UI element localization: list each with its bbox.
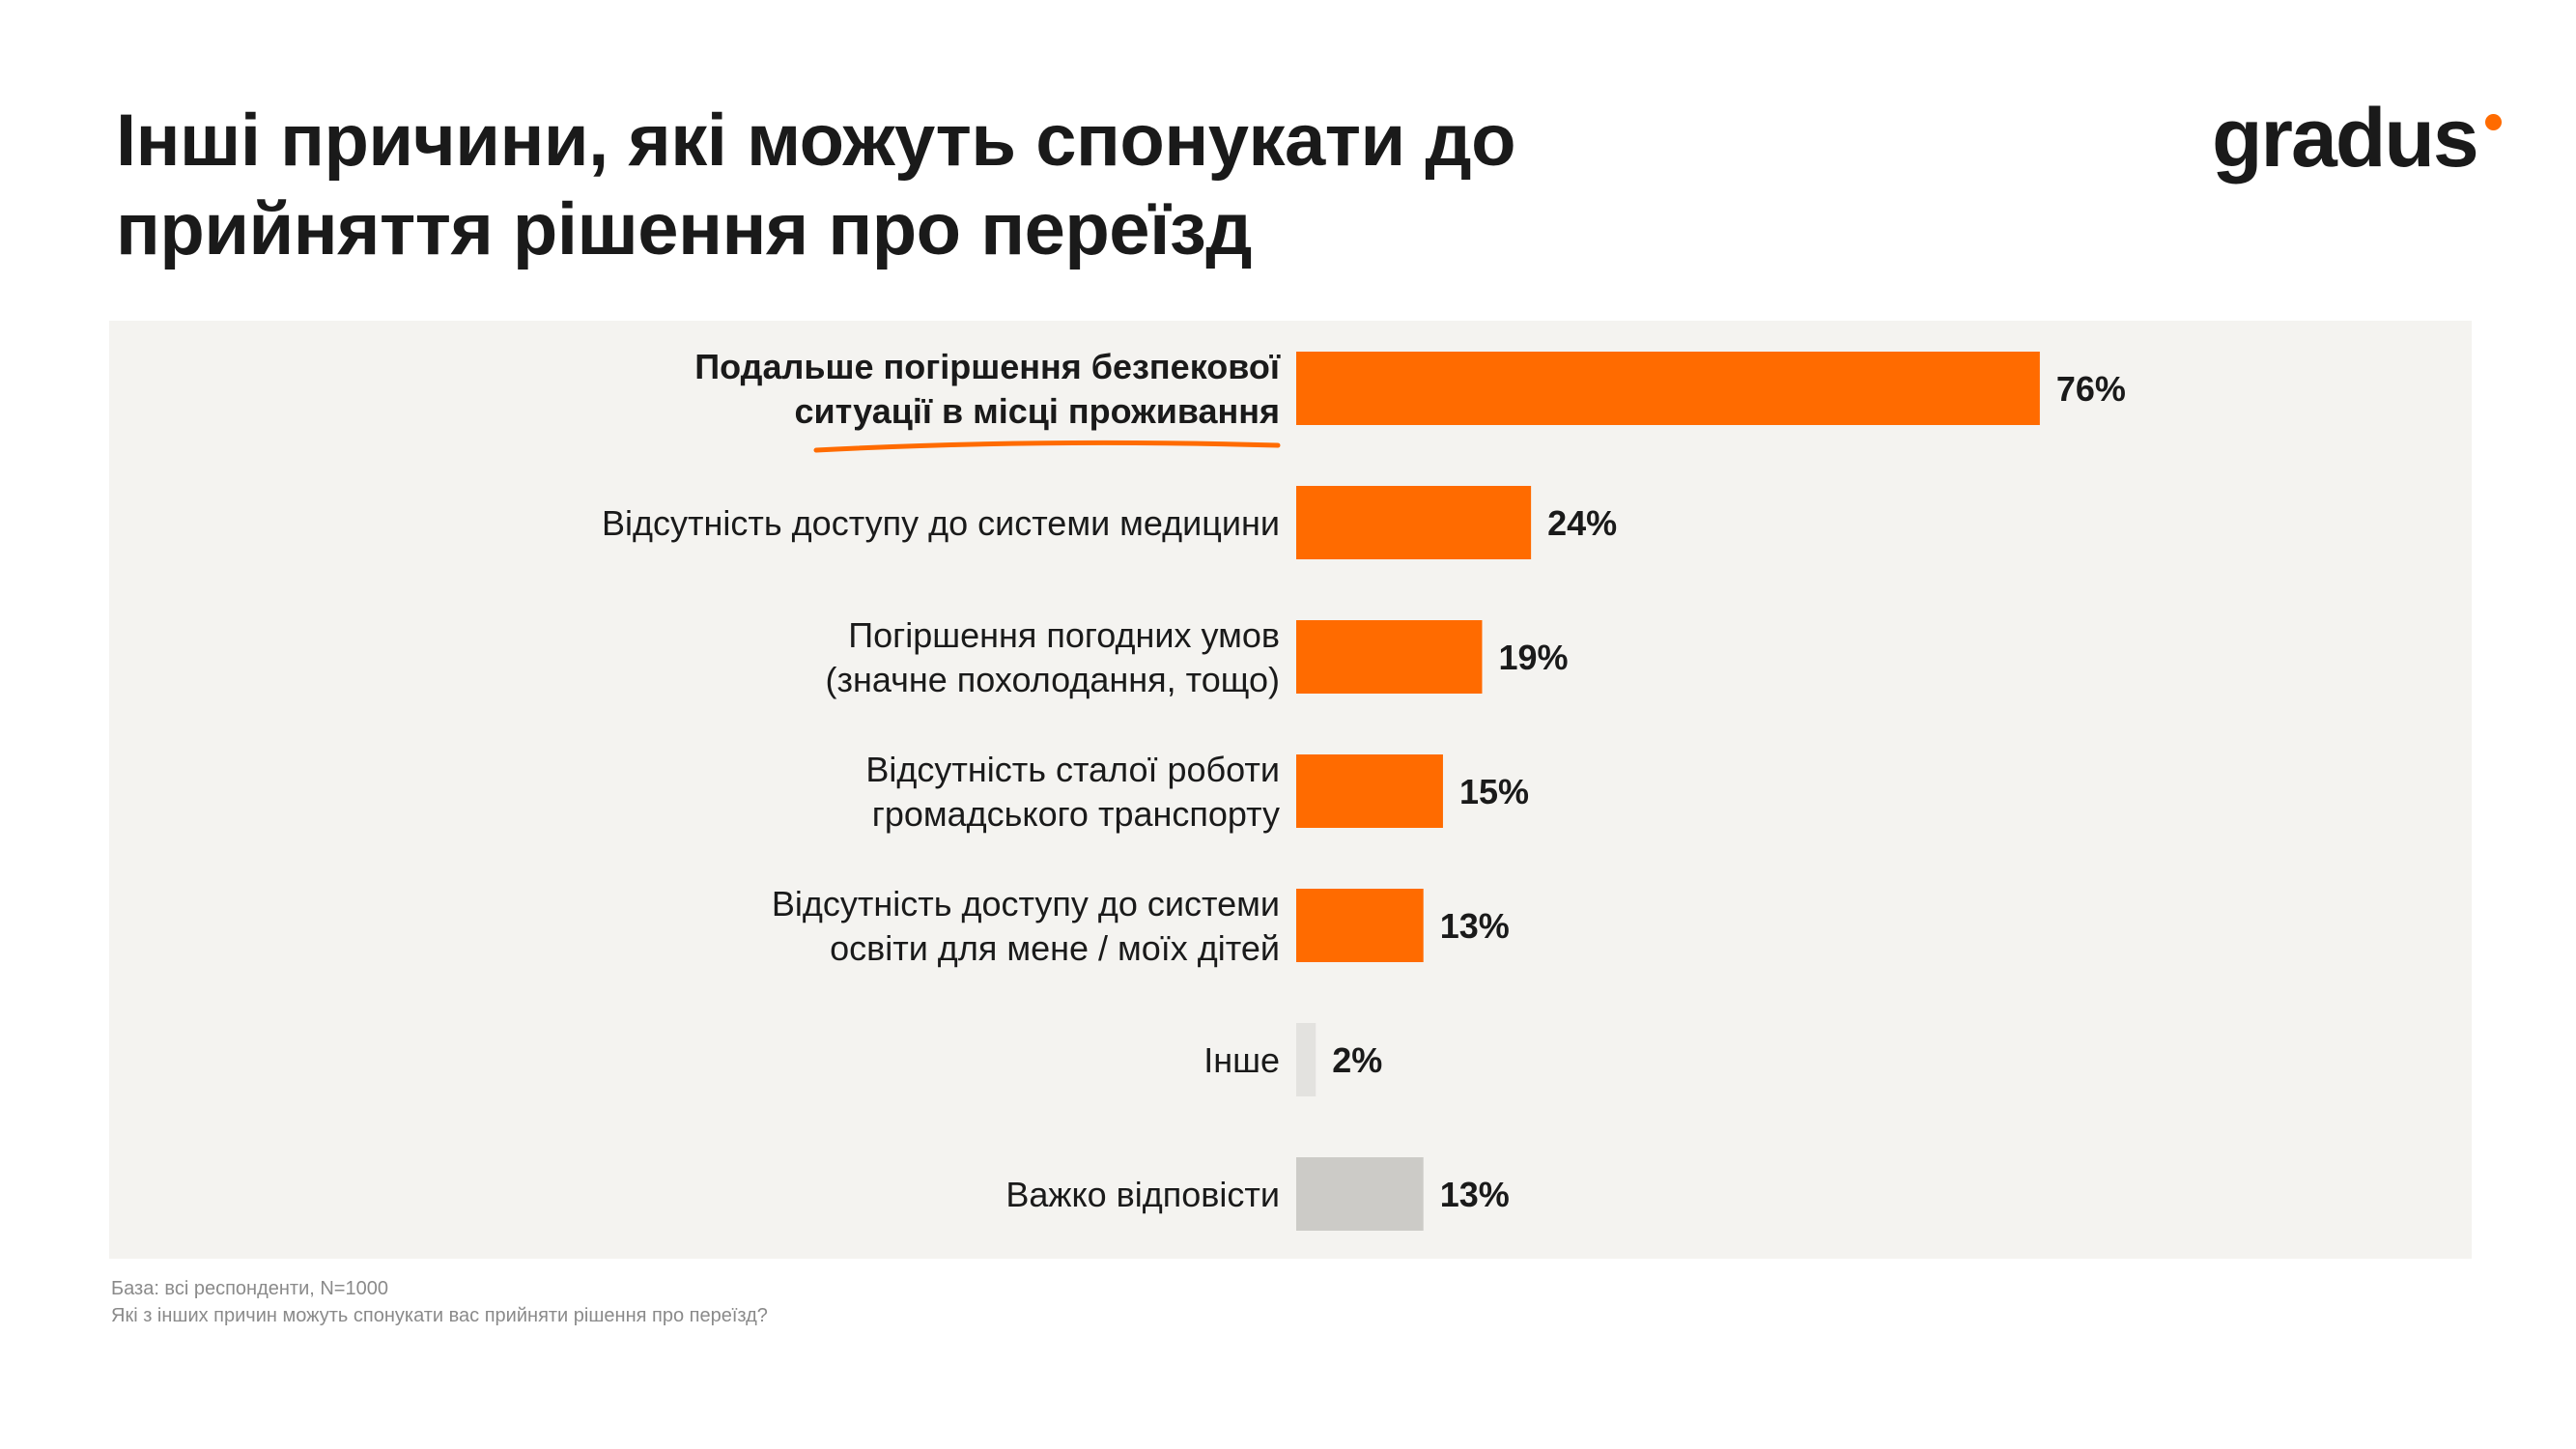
category-label: громадського транспорту [872,794,1280,834]
category-label: Інше [1203,1040,1280,1080]
bar [1296,352,2040,425]
category-label: Подальше погіршення безпекової [694,347,1281,386]
value-label: 13% [1440,906,1510,946]
value-label: 19% [1498,638,1568,677]
chart-panel: 76% Подальше погіршення безпекової ситуаці… [109,321,2472,1259]
page-title: Інші причини, які можуть спонукати до пр… [116,97,1758,274]
footnotes: База: всі респонденти, N=1000 Які з інши… [111,1275,768,1329]
value-label: 76% [2056,369,2126,409]
page-title-line: прийняття рішення про переїзд [116,188,1252,270]
category-label: освіти для мене / моїх дітей [830,928,1280,968]
category-label: Відсутність сталої роботи [865,750,1280,789]
category-label: Відсутність доступу до системи медицини [602,503,1280,543]
bar [1296,889,1424,962]
bar [1296,486,1532,559]
logo-dot-icon [2485,114,2502,130]
page-title-line: Інші причини, які можуть спонукати до [116,99,1516,182]
category-label: Погіршення погодних умов [848,615,1280,655]
highlight-underline [813,440,1281,453]
category-label: Відсутність доступу до системи [772,884,1280,923]
bar [1296,620,1483,694]
footnote-base: База: всі респонденти, N=1000 [111,1278,388,1299]
bar [1296,754,1443,828]
bar-chart: 76% Подальше погіршення безпекової ситуаці… [602,347,2126,1231]
category-label: ситуації в місці проживання [794,391,1280,431]
value-label: 13% [1440,1175,1510,1214]
bar [1296,1023,1316,1096]
value-label: 24% [1547,503,1617,543]
value-label: 2% [1332,1040,1382,1080]
category-label: (значне похолодання, тощо) [826,660,1280,699]
footnote-question: Які з інших причин можуть спонукати вас … [111,1305,768,1326]
bar [1296,1157,1424,1231]
category-label: Важко відповісти [1005,1175,1280,1214]
value-label: 15% [1459,772,1529,811]
gradus-logo: gradus [2212,92,2479,185]
